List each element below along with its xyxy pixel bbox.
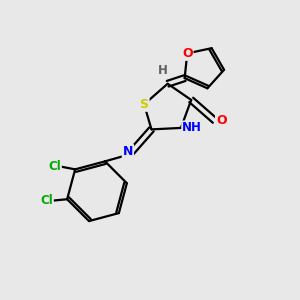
Text: S: S — [140, 98, 148, 111]
Text: NH: NH — [182, 122, 202, 134]
Text: N: N — [123, 145, 133, 158]
Text: Cl: Cl — [40, 194, 53, 207]
Text: Cl: Cl — [48, 160, 61, 173]
Text: O: O — [216, 114, 226, 127]
Text: H: H — [158, 64, 168, 77]
Text: O: O — [182, 47, 193, 60]
